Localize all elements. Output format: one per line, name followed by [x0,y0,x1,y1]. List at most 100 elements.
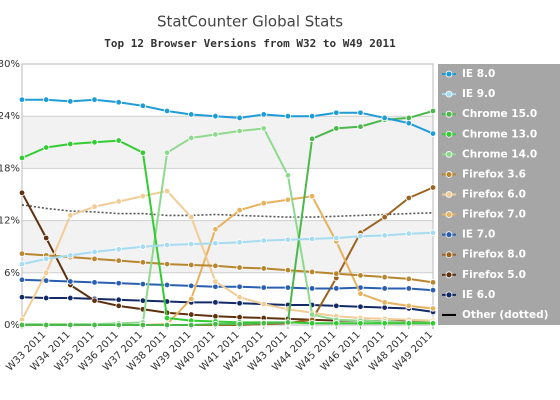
series-point [236,283,243,290]
series-point [236,320,243,328]
series-point [236,206,243,214]
y-tick-label: 6% [4,268,20,279]
series-point [163,149,171,156]
series-point [357,272,364,279]
series-point [67,278,74,285]
series-point [91,96,98,103]
series-point [163,107,171,115]
series-point [42,294,50,302]
legend-marker [445,70,453,78]
series-point [212,278,219,285]
series-point [115,280,122,287]
legend-label: Firefox 6.0 [462,189,526,201]
chart-title: StatCounter Global Stats [157,13,343,31]
series-point [333,234,340,242]
series-line [22,110,434,326]
series-point [212,262,219,270]
y-tick-label: 0% [4,320,20,331]
legend-marker [445,130,453,138]
series-point [236,313,243,321]
series-line [21,278,434,292]
series-point [42,255,50,263]
series-point [115,198,122,205]
series-point [236,300,243,307]
series-point [115,321,122,329]
series-point [163,187,171,195]
series-line [21,231,434,266]
series-point [260,320,267,327]
y-tick-label: 30% [0,59,20,70]
series-point [381,285,388,292]
series-point [188,321,195,329]
series-point [67,294,74,302]
legend-label: Other (dotted) [462,309,548,321]
series-point [429,229,437,236]
series-point [212,313,219,320]
series-point [212,283,219,290]
series-point [260,237,267,244]
series-point [115,99,122,106]
legend-marker [445,291,453,299]
series-point [333,109,340,116]
series-point [429,287,437,294]
series-point [333,125,340,132]
series-point [381,213,388,221]
series-point [115,296,122,303]
series-point [115,302,122,310]
series-point [429,130,437,137]
series-point [236,264,243,271]
series-point [381,232,388,239]
series-point [308,235,316,243]
series-point [139,102,147,109]
series-point [357,233,364,240]
series-point [18,260,26,268]
series-point [188,111,195,118]
series-point [139,243,147,250]
legend-label: Chrome 14.0 [462,148,537,160]
series-point [381,273,388,281]
series-point [405,302,413,310]
series-point [139,280,147,288]
series-point [236,127,243,135]
series-point [333,285,340,292]
legend-marker [445,251,453,259]
legend-label: IE 7.0 [462,229,495,241]
series-point [357,303,364,310]
series-point [308,135,316,143]
series-point [308,311,316,318]
legend-label: IE 9.0 [462,88,495,100]
series-point [381,304,388,311]
series-point [67,252,74,259]
series-point [139,259,147,266]
series-point [67,212,74,219]
series-point [405,194,413,202]
series-point [139,321,147,329]
legend-marker [445,191,453,198]
series-point [115,257,122,264]
series-point [115,246,122,253]
series-point [236,239,243,246]
series-point [405,285,413,292]
series-point [284,266,292,274]
series-point [212,226,219,233]
series-point [188,240,195,248]
series-point [357,123,364,130]
series-point [91,203,98,210]
legend-label: Firefox 5.0 [462,269,526,281]
legend-marker [445,271,453,279]
series-point [284,196,292,203]
series-point [91,297,98,304]
series-point [139,149,147,156]
series-point [284,319,292,326]
series-point [284,172,292,179]
series-point [308,320,316,327]
series-point [260,284,267,291]
series-point [405,119,413,127]
series-point [381,114,388,122]
series-point [139,193,147,200]
series-point [357,290,364,297]
series-point [260,300,267,308]
series-point [163,314,171,322]
series-point [163,241,171,249]
